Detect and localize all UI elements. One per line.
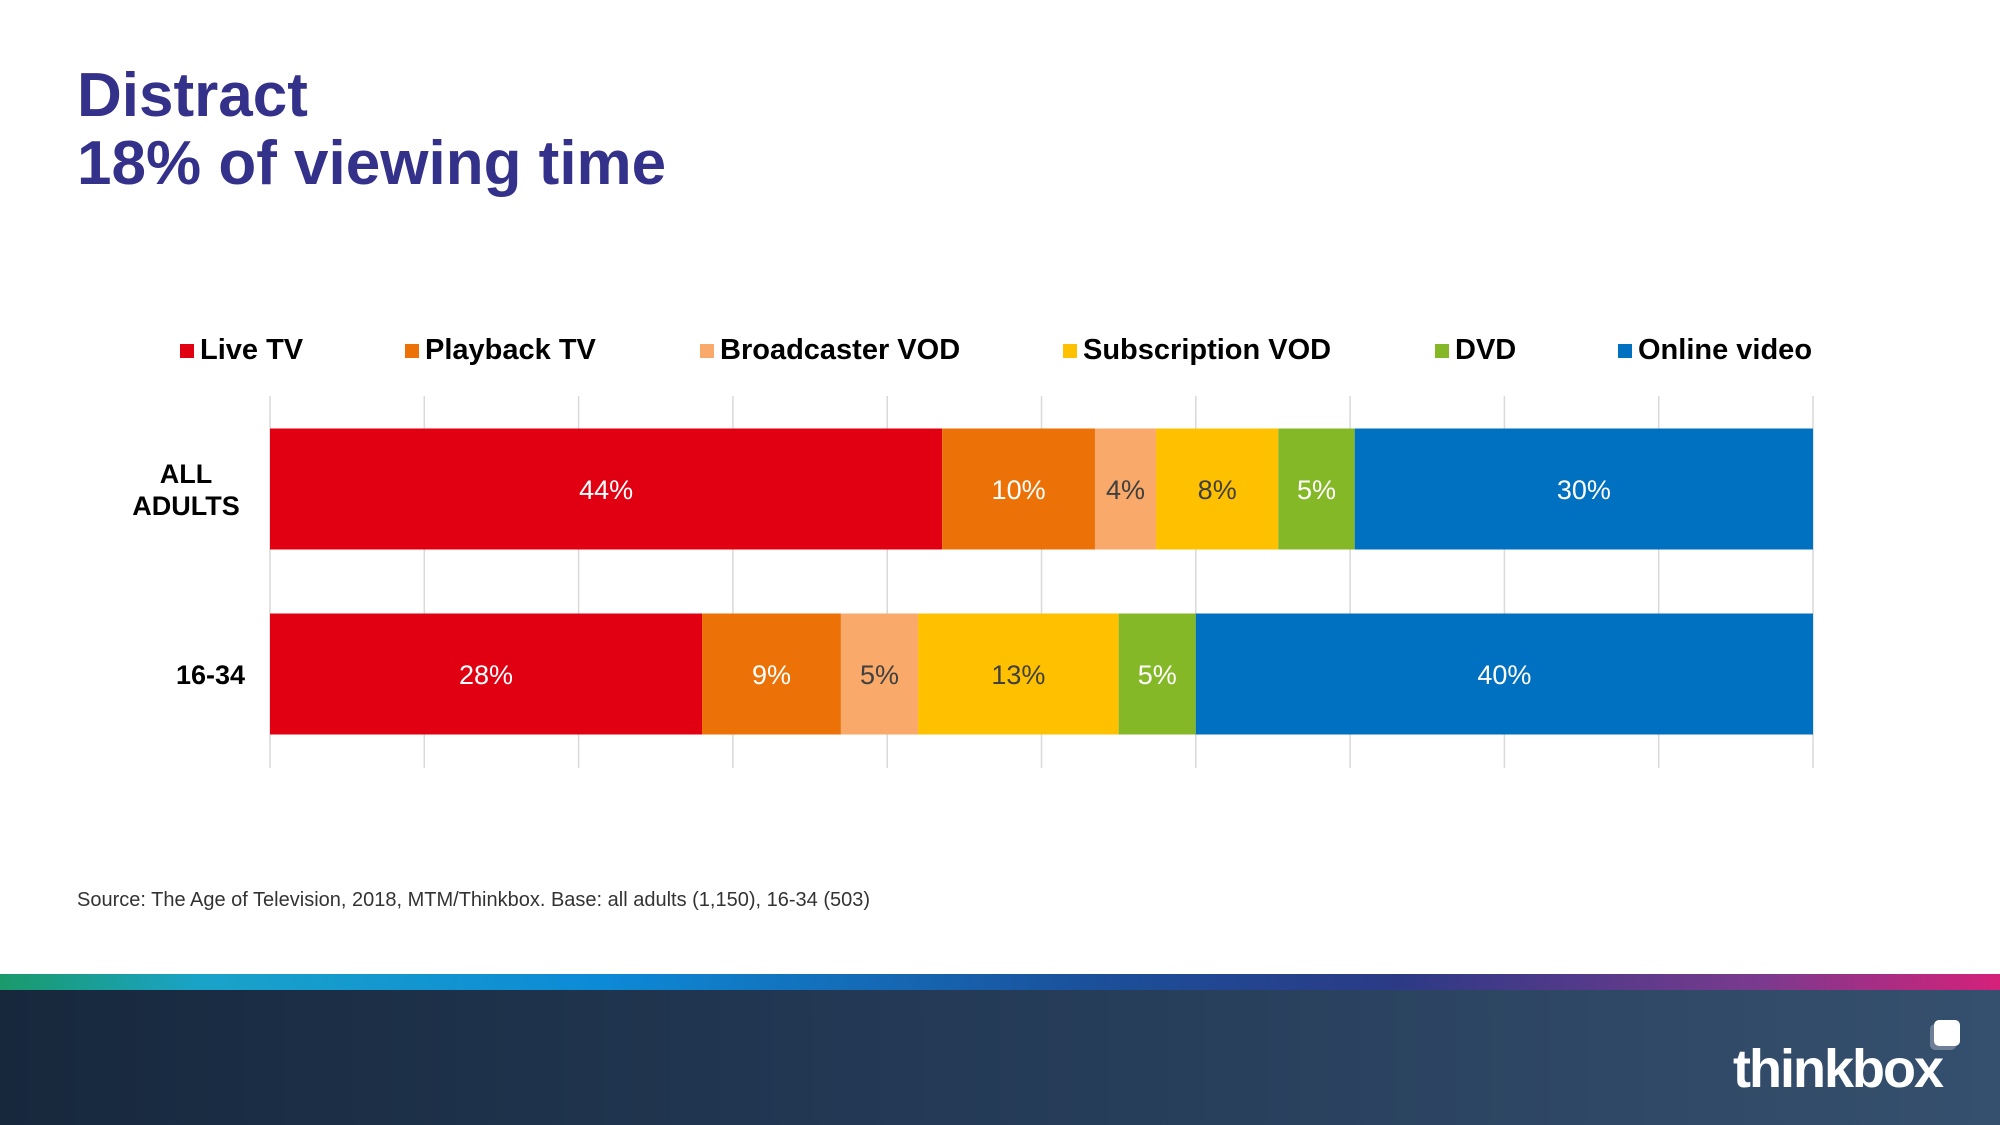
legend-swatch — [180, 343, 194, 358]
category-label: 16-34 — [176, 660, 245, 690]
legend-item: Playback TV — [405, 334, 596, 367]
legend-label: Broadcaster VOD — [720, 334, 961, 366]
bar-value-label: 5% — [860, 660, 899, 690]
legend-item: Subscription VOD — [1063, 334, 1331, 367]
source-note: Source: The Age of Television, 2018, MTM… — [77, 889, 871, 911]
bar-value-label: 5% — [1138, 660, 1177, 690]
bar-value-label: 9% — [752, 660, 791, 690]
thinkbox-logo-square-icon — [1934, 1020, 1960, 1046]
bar-value-label: 28% — [459, 660, 513, 690]
bar-segment — [702, 613, 841, 735]
bar-segment — [1278, 428, 1355, 550]
footer-bar — [0, 990, 2000, 1125]
legend-label: Online video — [1638, 334, 1813, 366]
legend-label: Live TV — [200, 334, 304, 366]
bar-segment — [1156, 428, 1279, 550]
category-label: ALL ADULTS — [132, 459, 240, 521]
legend-label: DVD — [1455, 334, 1517, 366]
chart-legend: Live TV Playback TV Broadcaster VOD Subscri… — [0, 334, 2000, 374]
bar-value-label: 10% — [992, 475, 1046, 505]
thinkbox-logo: thinkbox — [1733, 1039, 1944, 1099]
title-line-1: Distract — [77, 61, 308, 130]
bar-value-label: 5% — [1297, 475, 1336, 505]
legend-swatch — [405, 343, 419, 358]
bar-segment — [840, 613, 919, 735]
legend-label: Playback TV — [425, 334, 596, 366]
bar-segment — [1195, 613, 1813, 735]
legend-item: Online video — [1618, 334, 1812, 367]
stacked-bar-chart: 44% 10% 4% 8% 5% 30% 28% 9% 5% 13% 5% 40% ALL ADULTS 1… — [132, 396, 1814, 768]
bar-value-label: 4% — [1106, 475, 1145, 505]
title-line-2: 18% of viewing time — [77, 129, 667, 198]
legend-item: Live TV — [180, 334, 303, 367]
legend-swatch — [1435, 343, 1449, 358]
legend-item: DVD — [1435, 334, 1516, 367]
bar-value-label: 13% — [991, 660, 1045, 690]
bar-segment — [1354, 428, 1813, 550]
legend-item: Broadcaster VOD — [700, 334, 960, 367]
bar-segment — [270, 613, 703, 735]
legend-swatch — [700, 343, 714, 358]
bar-segment — [1118, 613, 1196, 735]
bar-value-label: 30% — [1557, 475, 1611, 505]
bar-value-label: 40% — [1477, 660, 1531, 690]
footer-gradient-stripe — [0, 974, 2000, 990]
bar-segment — [918, 613, 1119, 735]
legend-label: Subscription VOD — [1083, 334, 1332, 366]
legend-swatch — [1618, 343, 1632, 358]
bar-segment — [270, 428, 943, 550]
bar-value-label: 8% — [1198, 475, 1237, 505]
bar-segment — [942, 428, 1095, 550]
bar-value-label: 44% — [579, 475, 633, 505]
bar-segment — [1094, 428, 1157, 550]
legend-swatch — [1063, 343, 1077, 358]
slide-title: Distract 18% of viewing time — [77, 62, 666, 198]
